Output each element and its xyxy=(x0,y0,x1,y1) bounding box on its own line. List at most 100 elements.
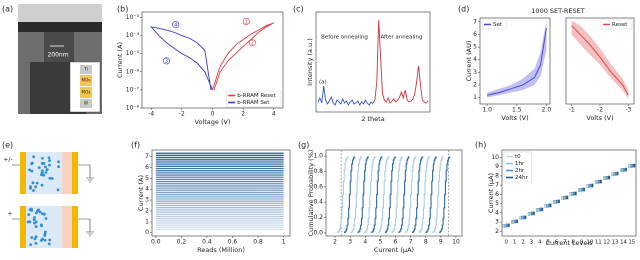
box xyxy=(522,215,525,220)
oxide xyxy=(26,206,62,248)
box xyxy=(633,163,636,168)
box xyxy=(591,183,594,188)
y-tick-label: 10⁻⁸ xyxy=(126,105,140,112)
series-line xyxy=(571,25,629,96)
error-band xyxy=(487,88,499,98)
error-band xyxy=(611,64,623,91)
box xyxy=(547,203,550,208)
x-tick-label: 8 xyxy=(424,239,428,246)
y-tick-label: 5 xyxy=(495,200,499,207)
ion xyxy=(48,163,51,167)
box xyxy=(541,207,544,212)
x-tick-label: 12 xyxy=(603,240,610,246)
x-tick-label: 0.2 xyxy=(177,239,187,246)
box xyxy=(536,208,539,212)
panel-label: (d) xyxy=(458,5,469,14)
x-tick-label: -2 xyxy=(179,111,185,118)
image-top xyxy=(18,4,102,22)
y-tick-label: 2 xyxy=(495,228,499,235)
cdf-curve xyxy=(364,156,376,234)
x-tick-label: 15 xyxy=(628,240,635,246)
x-tick-label: 4 xyxy=(538,240,542,246)
x-axis-label: Volts (V) xyxy=(501,114,528,122)
cdf-curve xyxy=(350,156,363,234)
ion xyxy=(34,211,38,215)
ion xyxy=(33,237,37,241)
x-axis-label: Volts (V) xyxy=(586,114,613,122)
box xyxy=(571,192,574,196)
y-tick-label: 4 xyxy=(473,56,477,63)
series-line xyxy=(317,85,374,106)
x-tick-label: -3 xyxy=(625,107,631,114)
ion xyxy=(41,237,45,241)
legend-label: b-RRAM Set xyxy=(237,100,270,106)
box xyxy=(512,219,515,224)
layer xyxy=(80,65,92,74)
bias-sign: + xyxy=(7,211,12,218)
box xyxy=(586,184,589,188)
y-axis-label: Current (A) xyxy=(116,42,124,78)
y-tick-label: 7 xyxy=(145,153,149,160)
plot-frame xyxy=(501,149,637,237)
box xyxy=(624,167,627,172)
oxide xyxy=(26,152,62,194)
step-number: 3 xyxy=(165,59,168,65)
box xyxy=(578,188,581,192)
box xyxy=(564,195,567,200)
panel-label: (a) xyxy=(2,5,13,14)
box xyxy=(630,164,632,168)
panel-label: (c) xyxy=(293,5,304,14)
x-tick-label: 0.6 xyxy=(228,239,238,246)
y-tick-label: 4 xyxy=(495,209,499,216)
step-number: 4 xyxy=(174,22,177,28)
x-tick-label: 10 xyxy=(586,240,593,246)
step-marker xyxy=(242,17,250,25)
x-axis-label: 2 theta xyxy=(361,115,384,123)
y-tick-label: 10⁻³ xyxy=(126,14,140,21)
ion xyxy=(34,235,38,238)
y-axis-label: Intensity (a.u.) xyxy=(306,38,314,86)
ion xyxy=(48,238,52,242)
box xyxy=(549,203,552,208)
box xyxy=(527,212,530,216)
box xyxy=(529,211,532,216)
box xyxy=(613,172,616,176)
layer xyxy=(80,99,92,108)
ion xyxy=(44,165,47,169)
box xyxy=(589,183,592,188)
series-line xyxy=(372,19,429,104)
layer xyxy=(80,75,92,86)
x-tick-label: 5 xyxy=(378,239,382,246)
ion xyxy=(32,189,35,192)
x-tick-label: 7 xyxy=(409,239,413,246)
error-band xyxy=(510,78,523,93)
cdf-curve xyxy=(377,156,390,234)
ion xyxy=(30,161,34,165)
box xyxy=(619,168,622,172)
wires xyxy=(12,164,94,237)
y-tick-label: 5 xyxy=(473,44,477,51)
box xyxy=(546,203,549,208)
x-tick-label: 0 xyxy=(504,240,508,246)
x-axis-label: Current (μA) xyxy=(374,246,414,254)
panel-label: (g) xyxy=(298,141,309,150)
y-tick-label: 1.0 xyxy=(313,153,323,160)
box xyxy=(623,167,626,172)
x-tick-label: 4 xyxy=(363,239,367,246)
error-band xyxy=(622,78,629,99)
legend-label: b-RRAM Reset xyxy=(237,93,276,99)
box xyxy=(507,223,510,228)
cdf-curve xyxy=(418,156,431,234)
box xyxy=(573,191,575,196)
legend-label: 1hr xyxy=(515,161,525,167)
y-tick-label: 10⁻⁵ xyxy=(126,50,140,57)
y-tick-label: 1 xyxy=(473,94,477,101)
y-tick-label: 0.4 xyxy=(313,199,323,206)
box xyxy=(532,211,535,216)
x-tick-label: 1.5 xyxy=(512,107,522,114)
x-tick-label: 1 xyxy=(282,239,286,246)
y-tick-label: 10 xyxy=(491,154,499,161)
box xyxy=(504,223,507,228)
error-band xyxy=(498,85,511,96)
ion xyxy=(37,166,41,170)
